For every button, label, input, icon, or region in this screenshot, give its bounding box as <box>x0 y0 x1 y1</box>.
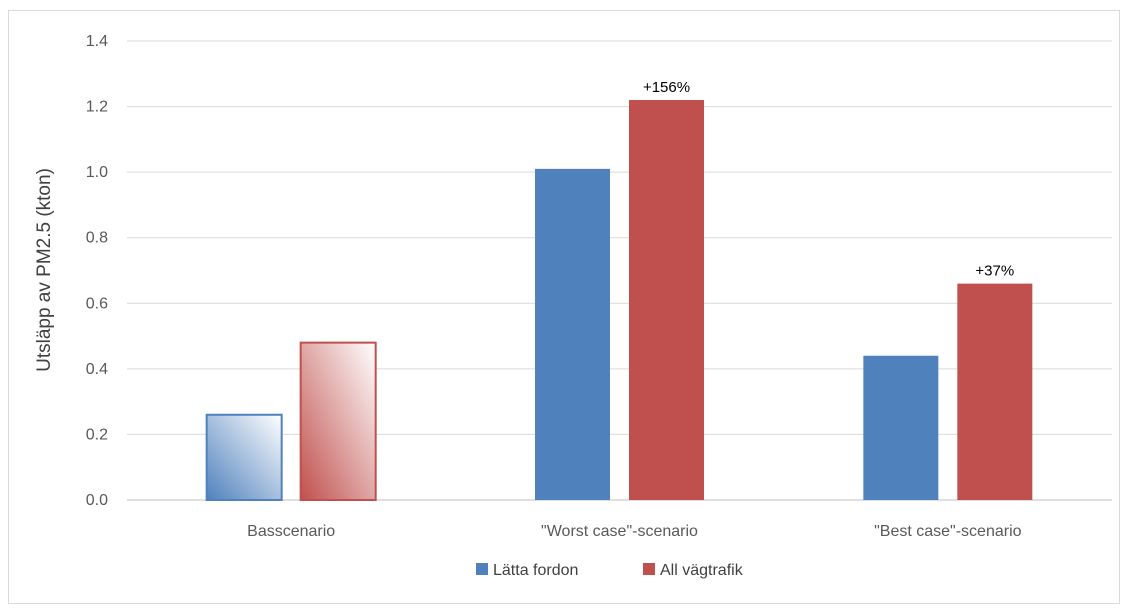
y-tick-label: 0.2 <box>86 426 108 443</box>
legend-swatch <box>643 563 655 575</box>
data-label: +37% <box>975 263 1014 280</box>
y-tick-label: 0.6 <box>86 295 108 312</box>
x-tick-label: "Worst case"-scenario <box>541 523 698 540</box>
x-axis-ticks: Basscenario "Worst case"-scenario "Best ca… <box>247 523 1022 540</box>
legend-label: All vägtrafik <box>660 562 744 579</box>
bar <box>957 283 1033 500</box>
y-axis-title: Utsläpp av PM2.5 (kton) <box>34 168 55 372</box>
y-axis-ticks: 0.0 0.2 0.4 0.6 0.8 1.0 1.2 1.4 <box>86 33 108 509</box>
y-tick-label: 1.2 <box>86 99 108 116</box>
y-tick-label: 0.0 <box>86 492 108 509</box>
x-tick-label: "Best case"-scenario <box>874 523 1022 540</box>
x-tick-label: Basscenario <box>247 523 335 540</box>
legend-label: Lätta fordon <box>493 562 578 579</box>
legend: Lätta fordon All vägtrafik <box>476 562 744 579</box>
bar <box>535 168 610 500</box>
bar <box>629 100 704 500</box>
bar <box>205 413 283 501</box>
bar <box>299 341 377 501</box>
y-tick-label: 0.8 <box>86 230 108 247</box>
legend-swatch <box>476 563 488 575</box>
y-tick-label: 1.4 <box>86 33 108 50</box>
bars: +156% +37% <box>205 79 1033 501</box>
gridlines <box>127 40 1112 501</box>
y-tick-label: 1.0 <box>86 164 108 181</box>
y-tick-label: 0.4 <box>86 361 108 378</box>
data-label: +156% <box>643 79 690 96</box>
bar <box>863 355 939 500</box>
